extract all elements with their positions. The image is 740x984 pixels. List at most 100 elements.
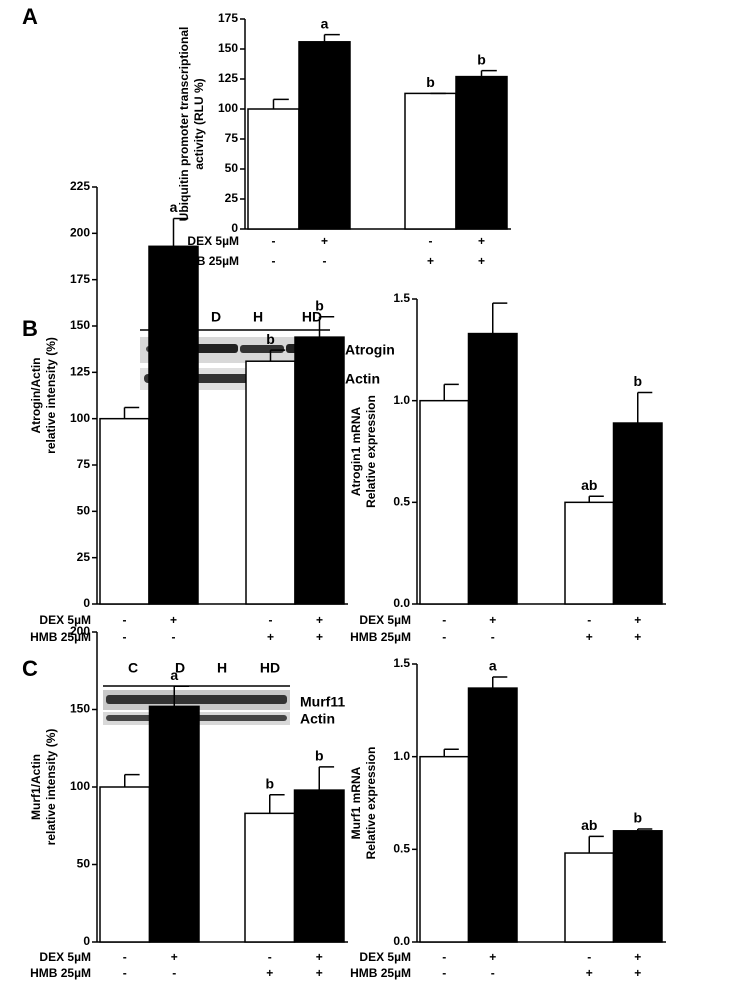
y-tick-label: 1.0	[393, 393, 410, 407]
annotation: b	[265, 775, 274, 791]
blot-row-label: Actin	[300, 711, 335, 727]
treatment-sign: +	[489, 950, 496, 964]
treatment-label: DEX 5µM	[359, 950, 411, 964]
treatment-sign: -	[172, 630, 176, 644]
treatment-label: DEX 5µM	[39, 950, 91, 964]
treatment-sign: -	[268, 950, 272, 964]
panel-label: C	[22, 656, 38, 681]
y-tick-label: 1.5	[393, 656, 410, 670]
y-tick-label: 125	[70, 365, 90, 379]
lane-label: HD	[302, 309, 322, 325]
bar	[245, 360, 296, 605]
bar	[564, 501, 615, 605]
bar	[612, 830, 663, 943]
treatment-sign: +	[316, 613, 323, 627]
annotation: b	[266, 331, 275, 347]
treatment-sign: -	[269, 613, 273, 627]
annotation: b	[633, 373, 642, 389]
error-bar	[480, 69, 497, 77]
annotation: b	[315, 748, 324, 764]
y-tick-label: 150	[70, 318, 90, 332]
error-bar	[323, 33, 340, 42]
treatment-sign: -	[442, 950, 446, 964]
y-tick-label: 0.5	[393, 842, 410, 856]
error-bar	[124, 773, 140, 787]
bar	[148, 705, 200, 943]
band	[240, 345, 284, 353]
treatment-sign: +	[316, 630, 323, 644]
bar	[298, 41, 351, 230]
error-bar	[637, 828, 653, 831]
lane-label: H	[253, 309, 263, 325]
y-tick-label: 175	[70, 272, 90, 286]
bar	[293, 789, 345, 943]
y-tick-label: 0.5	[393, 495, 410, 509]
y-tick-label: 75	[225, 131, 239, 145]
y-tick-label: 175	[218, 11, 238, 25]
y-axis-label: activity (RLU %)	[192, 78, 206, 169]
annotation: ab	[581, 817, 597, 833]
blot-c: C D H HD Murf11 Actin	[103, 660, 345, 727]
y-axis-label: Ubiquitin promoter transcriptional	[177, 27, 191, 222]
annotation: a	[170, 199, 178, 215]
treatment-label: DEX 5µM	[359, 613, 411, 627]
annotation: b	[426, 74, 435, 90]
bar	[612, 422, 663, 605]
treatment-sign: -	[123, 950, 127, 964]
treatment-sign: +	[266, 966, 273, 980]
y-tick-label: 0	[83, 596, 90, 610]
y-axis-label: Atrogin1 mRNA	[349, 407, 363, 497]
y-tick-label: 75	[77, 457, 91, 471]
y-tick-label: 0	[83, 934, 90, 948]
treatment-sign: +	[634, 966, 641, 980]
treatment-sign: -	[123, 630, 127, 644]
y-tick-label: 100	[70, 779, 90, 793]
treatment-sign: -	[491, 630, 495, 644]
y-tick-label: 1.0	[393, 749, 410, 763]
treatment-sign: +	[586, 630, 593, 644]
y-tick-label: 0	[231, 221, 238, 235]
annotation: a	[321, 15, 329, 31]
treatment-sign: -	[442, 966, 446, 980]
treatment-sign: +	[427, 254, 434, 268]
error-bar	[269, 794, 285, 814]
y-axis-label: Relative expression	[364, 747, 378, 860]
bar	[467, 687, 518, 943]
treatment-label: HMB 25µM	[30, 630, 91, 644]
bar	[404, 92, 457, 230]
treatment-sign: -	[587, 950, 591, 964]
treatment-sign: +	[478, 254, 485, 268]
treatment-sign: +	[321, 234, 328, 248]
treatment-sign: -	[442, 613, 446, 627]
treatment-sign: +	[171, 950, 178, 964]
error-bar	[318, 315, 335, 338]
treatment-sign: +	[634, 950, 641, 964]
treatment-sign: +	[316, 966, 323, 980]
bar	[99, 786, 151, 943]
annotation: a	[170, 667, 178, 683]
error-bar	[318, 766, 335, 791]
y-tick-label: 0.0	[393, 596, 410, 610]
lane-label: H	[217, 660, 227, 676]
bar	[294, 336, 345, 605]
y-tick-label: 125	[218, 71, 238, 85]
y-tick-label: 150	[218, 41, 238, 55]
bar	[148, 245, 199, 605]
treatment-label: HMB 25µM	[350, 630, 411, 644]
bar	[419, 755, 470, 943]
y-axis-label: Relative expression	[364, 395, 378, 508]
y-axis-label: relative intensity (%)	[44, 729, 58, 846]
error-bar	[173, 685, 190, 707]
bar	[455, 75, 508, 230]
y-axis-label: Atrogin/Actin	[29, 358, 43, 434]
error-bar	[123, 406, 140, 419]
treatment-sign: +	[489, 613, 496, 627]
annotation: a	[489, 658, 497, 674]
treatment-sign: -	[323, 254, 327, 268]
error-bar	[588, 495, 604, 503]
y-tick-label: 25	[225, 191, 239, 205]
lane-label: D	[175, 660, 185, 676]
treatment-sign: -	[491, 966, 495, 980]
treatment-sign: +	[634, 630, 641, 644]
